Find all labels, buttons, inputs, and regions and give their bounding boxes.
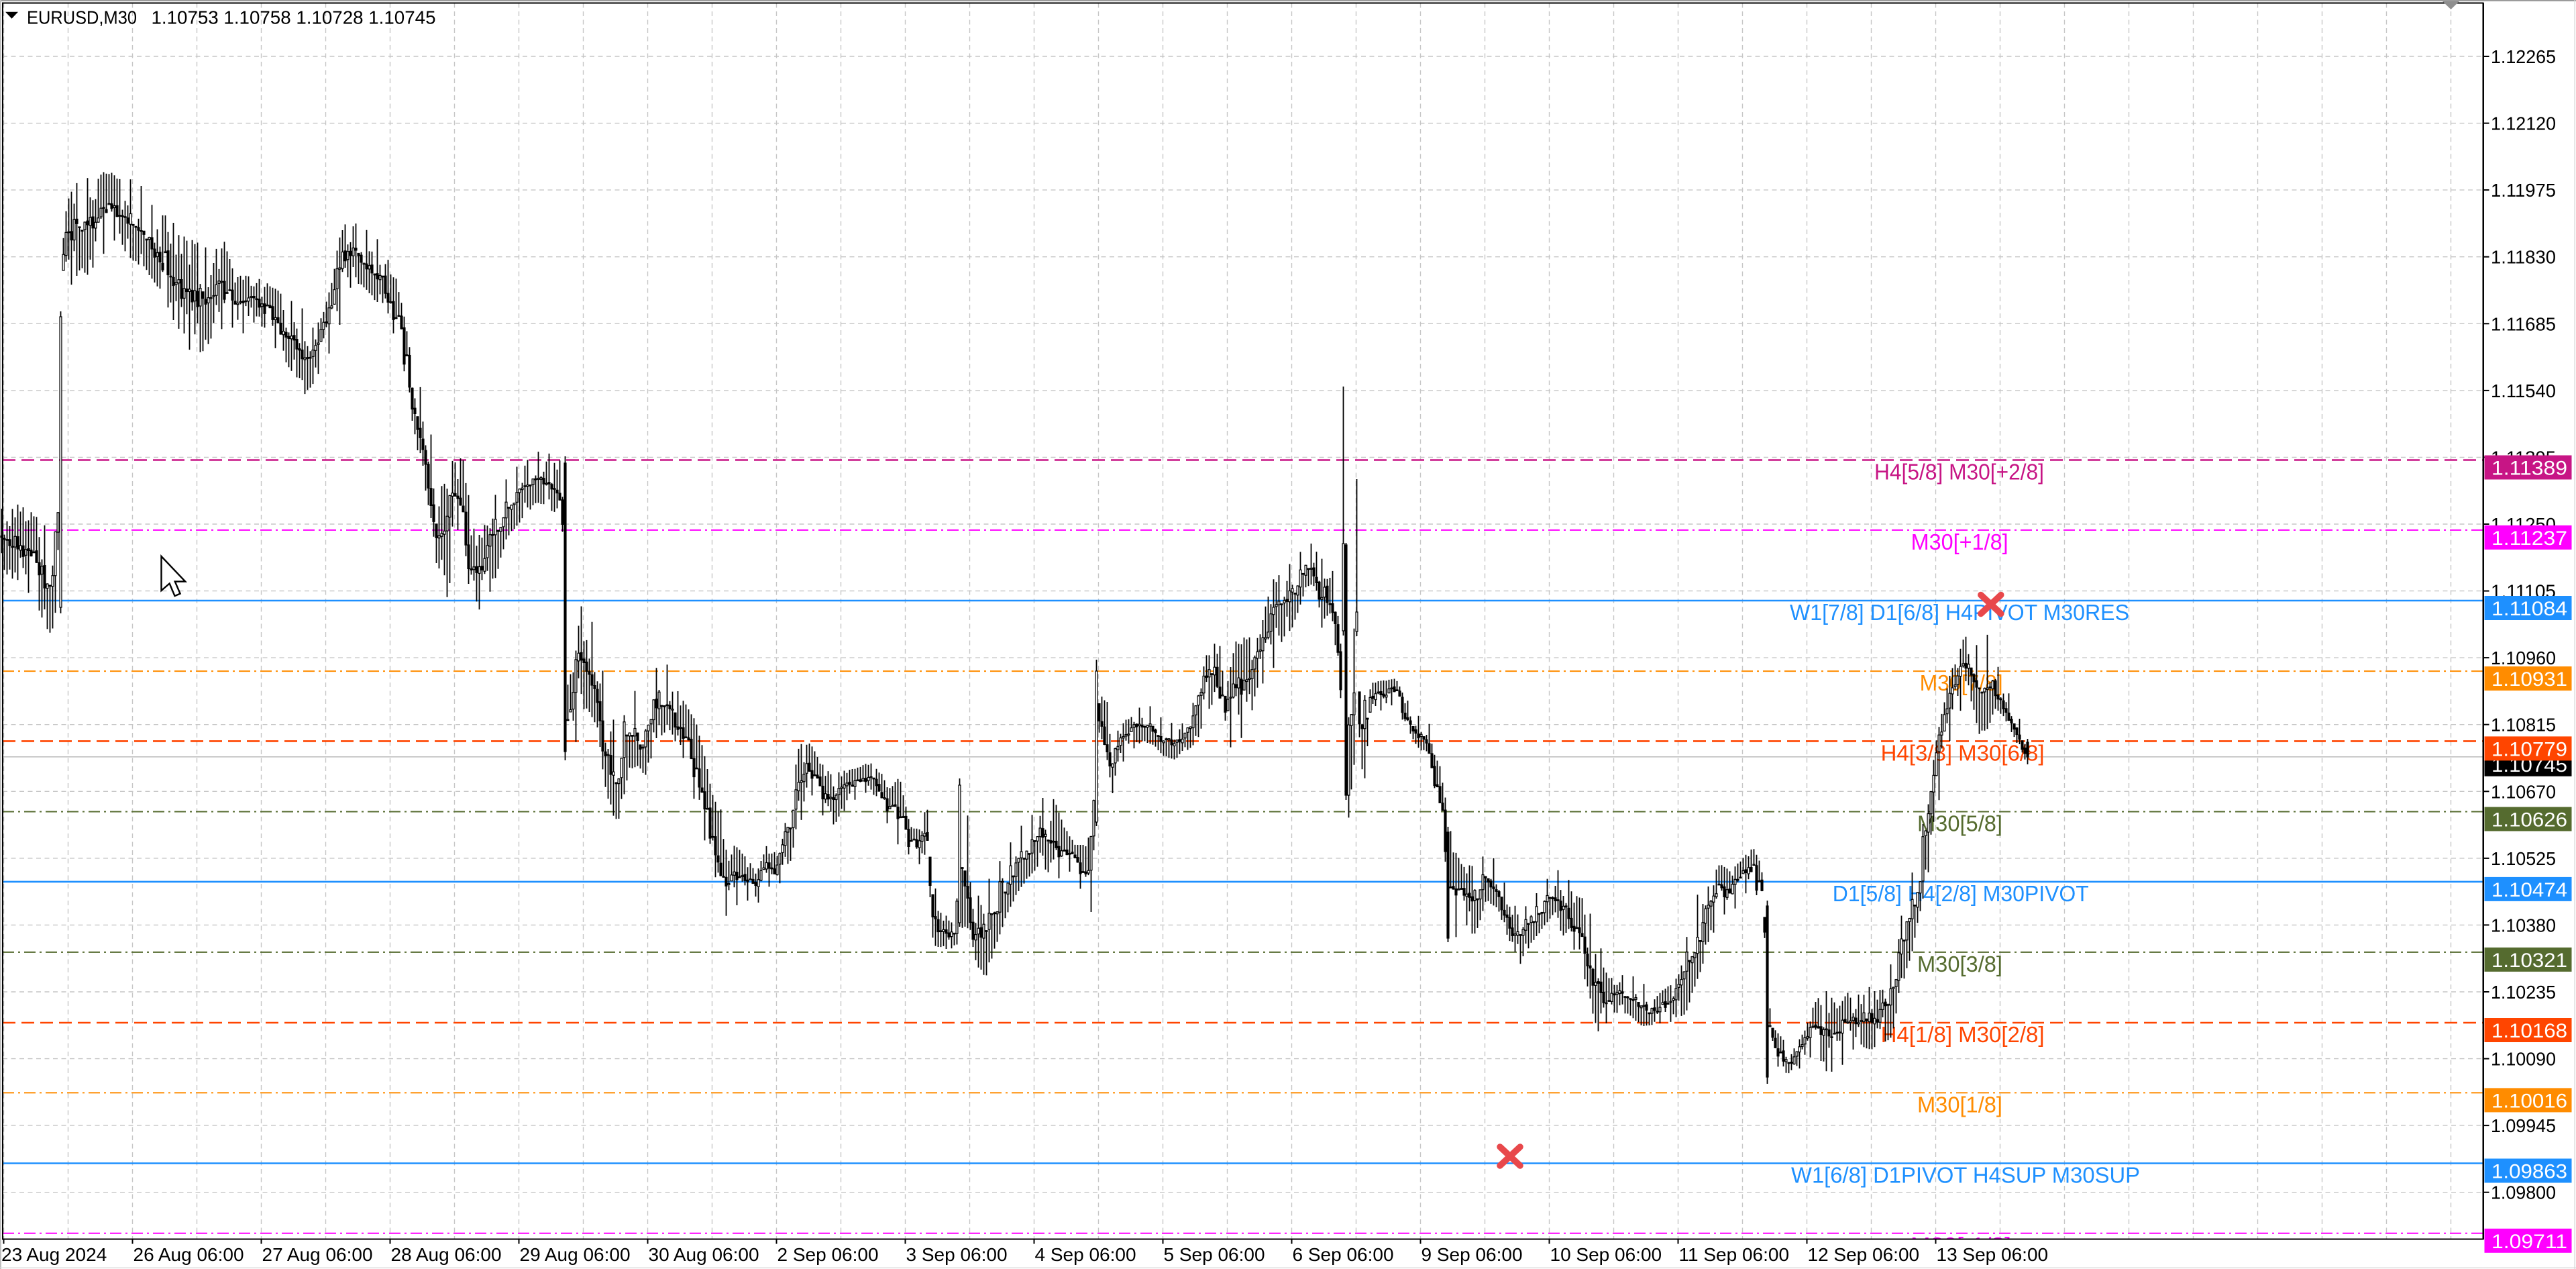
svg-text:1.10753 1.10758 1.10728 1.1074: 1.10753 1.10758 1.10728 1.10745 [152, 7, 436, 28]
svg-text:1.10016: 1.10016 [2491, 1090, 2567, 1112]
svg-text:5 Sep 06:00: 5 Sep 06:00 [1164, 1244, 1265, 1265]
svg-text:10 Sep 06:00: 10 Sep 06:00 [1550, 1244, 1662, 1265]
svg-text:1.09711: 1.09711 [2491, 1231, 2567, 1253]
svg-text:1.12265: 1.12265 [2491, 46, 2556, 67]
svg-text:M30[-1/8]: M30[-1/8] [1911, 1233, 2011, 1258]
svg-text:1.12120: 1.12120 [2491, 113, 2556, 134]
svg-text:1.11830: 1.11830 [2491, 247, 2556, 268]
svg-text:2 Sep 06:00: 2 Sep 06:00 [777, 1244, 879, 1265]
svg-text:3 Sep 06:00: 3 Sep 06:00 [906, 1244, 1008, 1265]
svg-text:1.11389: 1.11389 [2491, 458, 2567, 480]
svg-text:11 Sep 06:00: 11 Sep 06:00 [1679, 1244, 1790, 1265]
svg-text:28 Aug 06:00: 28 Aug 06:00 [391, 1244, 502, 1265]
svg-text:1.10235: 1.10235 [2491, 982, 2556, 1003]
svg-text:1.10960: 1.10960 [2491, 648, 2556, 668]
svg-text:W1[7/8] D1[6/8] H4PIVOT M30RES: W1[7/8] D1[6/8] H4PIVOT M30RES [1790, 600, 2129, 625]
svg-text:1.10168: 1.10168 [2491, 1020, 2567, 1042]
svg-text:M30[3/8]: M30[3/8] [1917, 952, 2002, 976]
svg-text:1.10474: 1.10474 [2491, 879, 2567, 901]
svg-text:1.11975: 1.11975 [2491, 180, 2556, 201]
svg-text:H4[5/8] M30[+2/8]: H4[5/8] M30[+2/8] [1874, 460, 2044, 485]
svg-text:M30[+1/8]: M30[+1/8] [1911, 529, 2008, 554]
svg-text:1.10321: 1.10321 [2491, 950, 2567, 972]
svg-text:M30[1/8]: M30[1/8] [1917, 1092, 2002, 1117]
svg-text:H4[3/8] M30[6/8]: H4[3/8] M30[6/8] [1881, 740, 2045, 765]
svg-text:1.10779: 1.10779 [2491, 738, 2567, 760]
svg-text:M30[5/8]: M30[5/8] [1917, 811, 2002, 836]
svg-text:1.11084: 1.11084 [2491, 598, 2567, 620]
svg-text:27 Aug 06:00: 27 Aug 06:00 [262, 1244, 373, 1265]
svg-text:1.10525: 1.10525 [2491, 848, 2556, 869]
svg-text:12 Sep 06:00: 12 Sep 06:00 [1808, 1244, 1920, 1265]
svg-text:H4[1/8] M30[2/8]: H4[1/8] M30[2/8] [1881, 1022, 2045, 1047]
svg-text:13 Sep 06:00: 13 Sep 06:00 [1937, 1244, 2049, 1265]
svg-text:1.09945: 1.09945 [2491, 1115, 2556, 1136]
svg-text:1.10670: 1.10670 [2491, 781, 2556, 802]
svg-text:26 Aug 06:00: 26 Aug 06:00 [133, 1244, 244, 1265]
svg-text:23 Aug 2024: 23 Aug 2024 [1, 1244, 107, 1265]
svg-text:1.10815: 1.10815 [2491, 715, 2556, 735]
svg-text:1.11237: 1.11237 [2491, 527, 2567, 550]
svg-text:1.09863: 1.09863 [2491, 1161, 2567, 1183]
svg-text:1.10380: 1.10380 [2491, 915, 2556, 935]
svg-text:D1[5/8] H4[2/8] M30PIVOT: D1[5/8] H4[2/8] M30PIVOT [1833, 881, 2089, 906]
svg-text:1.09800: 1.09800 [2491, 1182, 2556, 1203]
svg-text:1.10090: 1.10090 [2491, 1049, 2556, 1070]
svg-text:4 Sep 06:00: 4 Sep 06:00 [1035, 1244, 1136, 1265]
svg-text:W1[6/8] D1PIVOT H4SUP M30SUP: W1[6/8] D1PIVOT H4SUP M30SUP [1791, 1163, 2140, 1188]
svg-text:1.10931: 1.10931 [2491, 668, 2567, 691]
svg-text:29 Aug 06:00: 29 Aug 06:00 [520, 1244, 631, 1265]
svg-text:EURUSD,M30: EURUSD,M30 [27, 7, 137, 28]
svg-text:30 Aug 06:00: 30 Aug 06:00 [649, 1244, 759, 1265]
svg-text:6 Sep 06:00: 6 Sep 06:00 [1293, 1244, 1394, 1265]
svg-text:1.11540: 1.11540 [2491, 380, 2556, 401]
svg-text:1.10626: 1.10626 [2491, 809, 2567, 831]
svg-text:9 Sep 06:00: 9 Sep 06:00 [1421, 1244, 1523, 1265]
svg-text:1.11685: 1.11685 [2491, 313, 2556, 334]
